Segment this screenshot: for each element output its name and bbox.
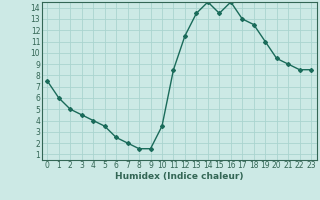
X-axis label: Humidex (Indice chaleur): Humidex (Indice chaleur) — [115, 172, 244, 181]
